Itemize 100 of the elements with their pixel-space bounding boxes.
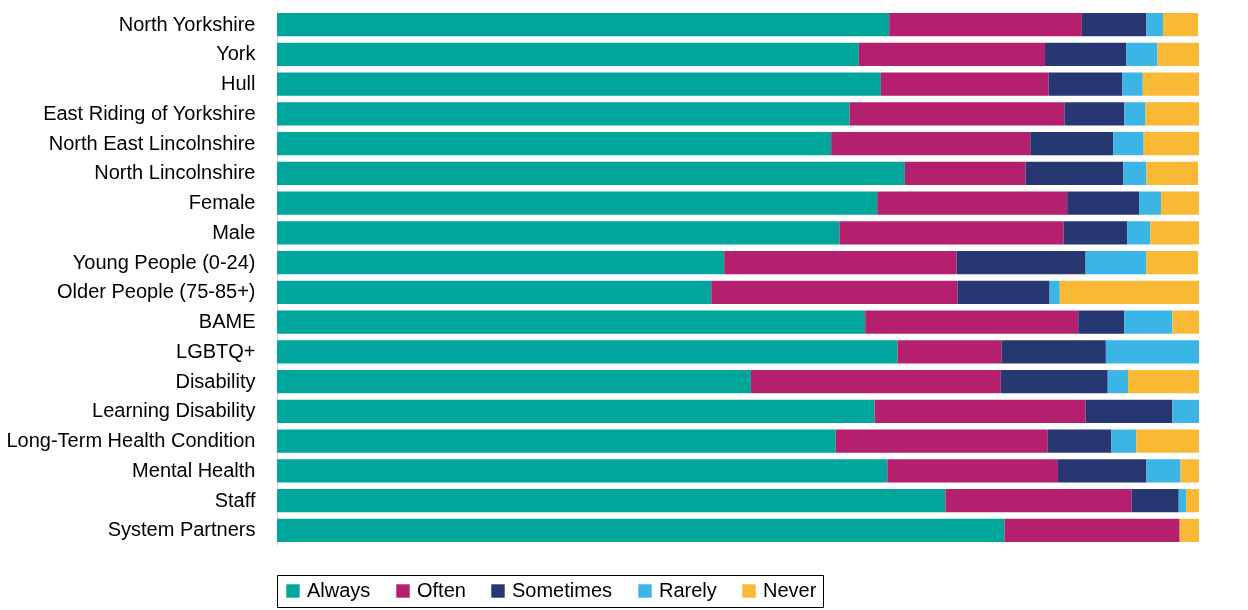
y-tick-label: East Riding of Yorkshire — [43, 101, 256, 124]
legend-label: Always — [307, 579, 371, 601]
bar — [1124, 102, 1146, 126]
bar — [1001, 340, 1106, 364]
y-tick-label: System Partners — [107, 518, 256, 541]
bar — [1172, 310, 1199, 334]
bar — [277, 518, 1005, 543]
bar — [1030, 132, 1114, 156]
bar — [1186, 489, 1199, 513]
y-tick-label: Staff — [214, 488, 256, 511]
bar — [1000, 370, 1108, 394]
bar — [1078, 310, 1125, 334]
bar — [277, 132, 832, 156]
bar — [1081, 12, 1147, 37]
bar — [277, 429, 836, 453]
bar — [889, 12, 1082, 37]
bar — [1047, 429, 1112, 453]
y-tick-label: Learning Disability — [92, 399, 256, 422]
y-tick-label: York — [216, 42, 257, 65]
bar — [831, 132, 1031, 156]
bar — [1111, 429, 1137, 453]
bar — [1057, 459, 1147, 483]
bar — [1157, 42, 1199, 66]
bar — [724, 251, 957, 275]
bar — [277, 42, 859, 66]
bar — [1172, 399, 1199, 423]
bar — [1045, 42, 1127, 66]
bar — [874, 399, 1086, 423]
bar — [1049, 280, 1060, 304]
bar — [1127, 221, 1151, 245]
bar — [1025, 161, 1124, 185]
bar — [865, 310, 1079, 334]
bar — [1122, 72, 1143, 96]
bar — [1179, 518, 1199, 543]
bar — [711, 280, 958, 304]
bar — [839, 221, 1064, 245]
bar — [849, 102, 1065, 126]
y-tick-label: Male — [212, 220, 256, 243]
bar — [277, 251, 725, 275]
bar — [835, 429, 1048, 453]
y-tick-label: Young People (0-24) — [72, 250, 256, 273]
bar — [1004, 518, 1180, 543]
y-tick-label: North Yorkshire — [118, 12, 256, 35]
bar — [957, 280, 1050, 304]
y-tick-label: North Lincolnshire — [94, 161, 256, 184]
bar — [904, 161, 1026, 185]
bar — [1064, 102, 1125, 126]
bar — [277, 72, 881, 96]
bar — [277, 161, 905, 185]
bar — [1146, 161, 1199, 185]
bar — [1146, 12, 1164, 37]
bar — [1123, 161, 1147, 185]
bar — [1136, 429, 1199, 453]
bar — [1180, 459, 1199, 483]
bar — [277, 102, 850, 126]
bar — [1085, 251, 1147, 275]
bar — [1178, 489, 1187, 513]
bar — [1105, 340, 1199, 364]
bar — [277, 370, 751, 394]
legend-label: Rarely — [659, 579, 717, 601]
bar — [277, 12, 890, 37]
bar — [1142, 72, 1199, 96]
bar — [1067, 191, 1140, 215]
y-tick-label: Older People (75-85+) — [57, 280, 256, 303]
bar — [1126, 42, 1158, 66]
bar — [880, 72, 1049, 96]
y-tick-label: North East Lincolnshire — [48, 131, 256, 154]
bar — [945, 489, 1132, 513]
bar — [277, 221, 840, 245]
bar — [277, 340, 898, 364]
bar — [897, 340, 1002, 364]
bar — [1161, 191, 1199, 215]
bar — [1146, 251, 1199, 275]
y-tick-label: Mental Health — [132, 458, 256, 481]
bar — [956, 251, 1086, 275]
bar — [1150, 221, 1199, 245]
bar — [1048, 72, 1123, 96]
bar — [277, 399, 875, 423]
bar — [1107, 370, 1129, 394]
bar — [277, 191, 878, 215]
bar — [277, 489, 946, 513]
legend-label: Often — [417, 579, 466, 601]
bar — [1128, 370, 1199, 394]
bar — [1145, 102, 1199, 126]
bar — [877, 191, 1068, 215]
y-tick-label: LGBTQ+ — [176, 339, 256, 362]
legend-label: Never — [763, 579, 817, 601]
bar — [750, 370, 1001, 394]
bar — [1059, 280, 1199, 304]
y-tick-label: Long-Term Health Condition — [6, 429, 256, 452]
bar — [1146, 459, 1181, 483]
legend-label: Sometimes — [512, 579, 613, 601]
bar — [277, 459, 888, 483]
bar — [1163, 12, 1199, 37]
bar — [1131, 489, 1179, 513]
y-tick-label: Female — [188, 191, 256, 214]
bar — [1143, 132, 1199, 156]
bar — [1063, 221, 1128, 245]
bar — [277, 280, 712, 304]
y-tick-label: BAME — [198, 310, 256, 333]
